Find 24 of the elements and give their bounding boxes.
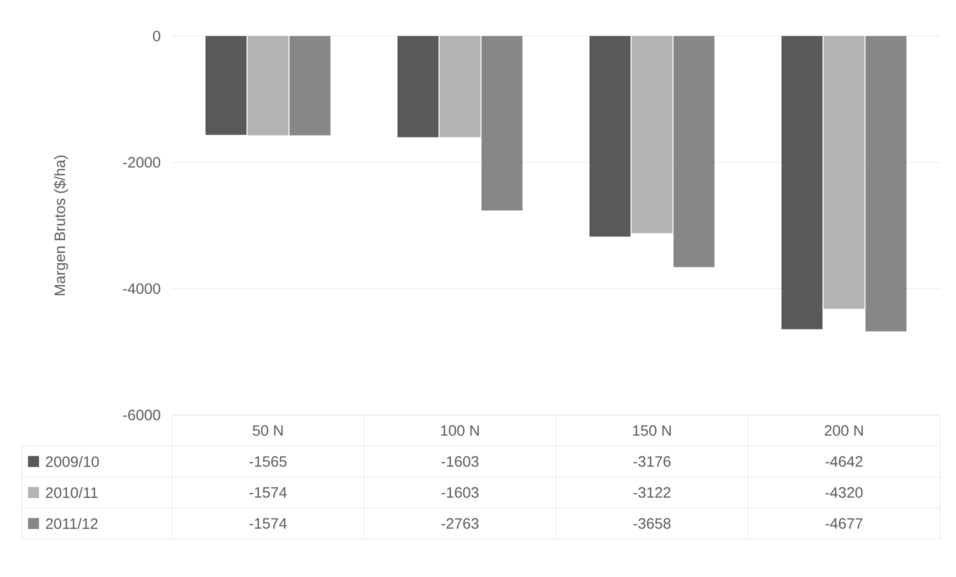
data-label: -3658 bbox=[633, 518, 671, 529]
data-label: -1574 bbox=[249, 487, 287, 498]
y-tick-label: -4000 bbox=[123, 283, 160, 294]
legend-label: 2010/11 bbox=[46, 486, 98, 498]
x-tick-label: 150 N bbox=[633, 425, 671, 436]
data-label: -1603 bbox=[441, 487, 479, 498]
data-label: -4642 bbox=[825, 456, 862, 467]
y-axis-title: Margen Brutos ($/ha) bbox=[54, 156, 68, 296]
x-tick-label: 200 N bbox=[824, 425, 863, 436]
data-label: -1603 bbox=[441, 456, 479, 467]
data-label: -2763 bbox=[441, 518, 479, 529]
x-tick-label: 100 N bbox=[441, 425, 479, 436]
data-label: -3176 bbox=[633, 456, 671, 467]
data-label: -4320 bbox=[825, 487, 863, 498]
y-tick-label: 0 bbox=[153, 30, 160, 42]
data-label: -3122 bbox=[633, 487, 670, 498]
data-label: -4677 bbox=[825, 518, 862, 529]
x-tick-label: 50 N bbox=[252, 425, 283, 436]
y-tick-label: -2000 bbox=[123, 157, 160, 168]
data-label: -1565 bbox=[249, 456, 287, 467]
legend-label: 2011/12 bbox=[46, 518, 98, 529]
y-tick-label: -6000 bbox=[123, 410, 160, 420]
data-label: -1574 bbox=[249, 518, 287, 529]
legend-label: 2009/10 bbox=[46, 456, 99, 467]
